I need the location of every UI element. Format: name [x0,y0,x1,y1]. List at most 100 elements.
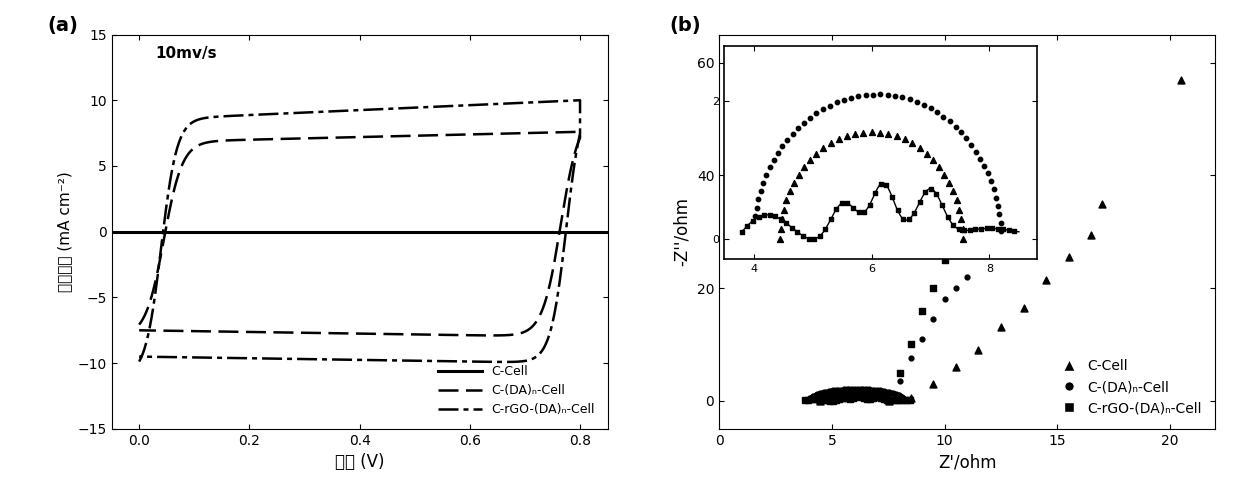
Point [901,354,921,362]
Point [889,396,909,404]
Point [913,307,932,315]
Point [830,395,849,403]
Text: (b): (b) [670,16,702,35]
Point [879,397,899,405]
Point [818,387,838,395]
Point [866,390,885,398]
Point [817,391,837,399]
Point [848,388,868,396]
Point [861,389,880,397]
Point [857,395,877,403]
Point [859,386,879,393]
Point [868,390,888,398]
Point [873,391,893,399]
Point [887,390,906,398]
Point [828,386,848,394]
Point [806,395,826,403]
Point [846,385,866,393]
Point [812,393,832,401]
Point [879,395,899,403]
Legend: C-Cell, C-(DA)ₙ-Cell, C-rGO-(DA)ₙ-Cell: C-Cell, C-(DA)ₙ-Cell, C-rGO-(DA)ₙ-Cell [1055,352,1208,422]
Point [817,396,837,404]
Point [1172,75,1192,83]
Point [874,392,894,400]
Point [807,390,827,398]
Point [880,396,900,404]
Point [797,395,817,403]
Point [810,395,830,403]
Point [805,391,825,399]
Point [837,394,857,402]
Point [831,386,851,393]
Point [872,394,892,402]
Point [835,386,854,393]
X-axis label: 电压 (V): 电压 (V) [335,454,384,471]
Point [894,395,914,403]
Point [897,396,916,404]
Point [823,387,843,394]
Point [877,393,897,401]
Point [888,391,908,399]
Point [861,395,880,403]
Point [851,385,870,393]
Point [935,256,955,264]
Point [821,390,841,398]
Point [863,389,883,397]
Point [862,386,882,393]
Point [883,396,903,404]
Point [821,397,841,405]
Point [884,389,904,397]
Point [1081,231,1101,239]
Point [885,396,905,404]
Point [837,385,857,393]
Point [894,395,914,403]
Point [815,392,835,400]
Point [830,389,849,397]
Point [875,393,895,401]
Point [823,397,843,405]
Point [812,388,832,396]
Point [801,393,821,401]
Point [811,389,831,397]
Point [853,385,873,393]
Point [811,394,831,402]
Point [878,391,898,399]
Point [804,392,823,400]
Point [821,387,841,395]
Point [846,393,866,401]
Point [879,388,899,396]
Point [872,387,892,395]
Point [866,393,885,401]
Point [890,392,910,400]
Point [946,363,966,371]
Point [841,388,861,396]
Point [900,396,920,404]
Point [874,395,894,403]
Point [832,388,852,396]
Point [877,387,897,395]
Point [878,394,898,402]
Point [810,395,830,403]
Point [968,346,988,354]
Point [848,385,868,393]
Point [889,369,909,377]
Point [892,393,911,401]
Point [810,396,830,404]
Point [864,386,884,394]
Point [877,396,897,404]
Point [857,388,877,396]
Point [800,395,820,403]
Point [839,385,859,393]
Point [883,389,903,397]
Point [1092,200,1112,208]
Point [835,394,854,402]
Point [869,393,889,401]
Point [901,341,921,349]
Point [844,388,864,396]
Point [1037,276,1056,283]
Point [867,386,887,394]
Point [957,228,977,236]
Point [879,396,899,404]
Point [892,396,911,404]
Point [812,395,832,403]
